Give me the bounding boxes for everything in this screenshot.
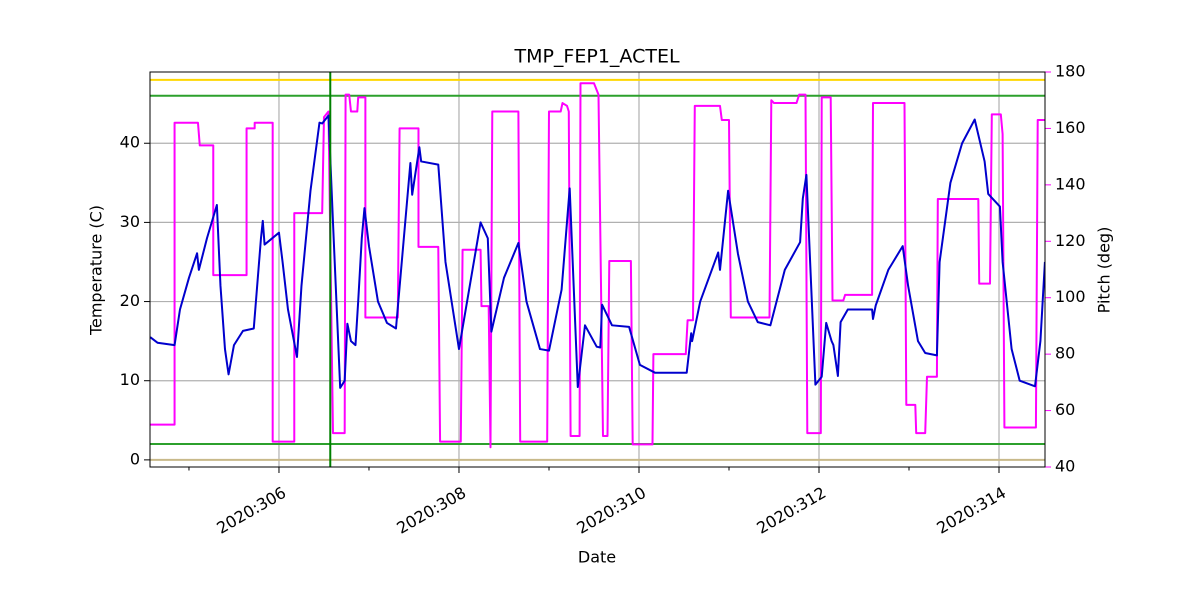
y-tick-label: 40	[120, 133, 140, 152]
y2-axis-label: Pitch (deg)	[1095, 227, 1114, 314]
y2-tick-label: 40	[1055, 457, 1075, 476]
series-line	[150, 82, 1045, 449]
y2-tick-label: 180	[1055, 62, 1086, 81]
y-tick-label: 0	[130, 449, 140, 468]
y2-tick-label: 60	[1055, 400, 1075, 419]
chart-title: TMP_FEP1_ACTEL	[513, 46, 679, 68]
y2-tick-label: 140	[1055, 174, 1086, 193]
y2-tick-label: 80	[1055, 344, 1075, 363]
y-axis-label: Temperature (C)	[87, 205, 106, 336]
y-tick-label: 30	[120, 212, 140, 231]
y2-tick-label: 160	[1055, 118, 1086, 137]
y-tick-label: 10	[120, 370, 140, 389]
y2-tick-label: 100	[1055, 287, 1086, 306]
x-axis-label: Date	[578, 548, 616, 567]
series-line	[150, 114, 1045, 389]
y2-tick-label: 120	[1055, 231, 1086, 250]
y-tick-label: 20	[120, 291, 140, 310]
